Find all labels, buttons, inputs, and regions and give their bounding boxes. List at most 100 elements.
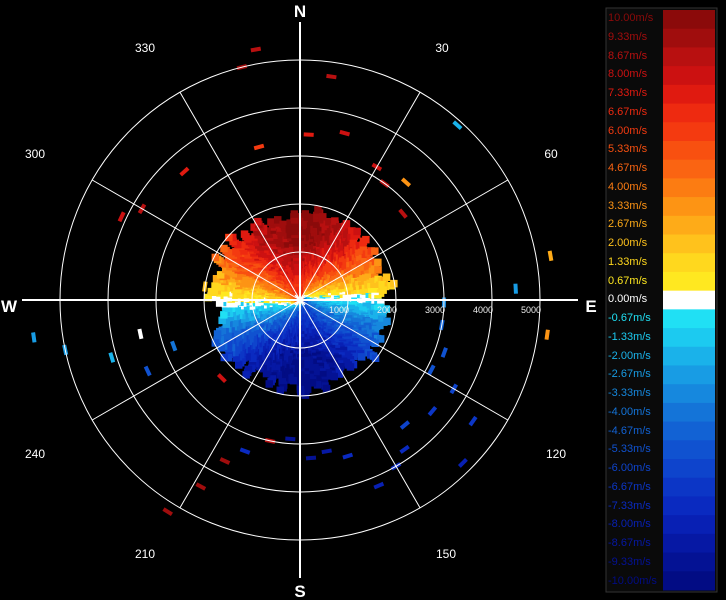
colorbar-swatch — [663, 140, 715, 161]
colorbar-swatch — [663, 290, 715, 310]
bearing-60: 60 — [544, 147, 558, 161]
range-label-1000: 1000 — [329, 305, 349, 315]
range-ring-labels: 1000 2000 3000 4000 5000 — [329, 305, 541, 315]
colorbar-swatches — [663, 10, 715, 591]
velocity-cell — [225, 233, 233, 242]
velocity-cell — [235, 361, 243, 369]
velocity-cell — [390, 279, 398, 288]
radar-center-marker — [293, 293, 307, 307]
bearing-120: 120 — [546, 447, 566, 461]
colorbar-label: 4.67m/s — [608, 162, 648, 174]
colorbar-label: 2.67m/s — [608, 218, 648, 230]
velocity-cell — [211, 253, 220, 262]
polar-grid — [22, 22, 578, 578]
velocity-cell — [371, 247, 379, 255]
colorbar-label: 4.00m/s — [608, 181, 648, 193]
colorbar-label: 2.00m/s — [608, 237, 648, 249]
velocity-cell — [254, 217, 262, 226]
colorbar-swatch — [663, 496, 715, 516]
bearing-spoke — [299, 299, 421, 509]
colorbar-label: 10.00m/s — [608, 12, 654, 24]
colorbar-label: -4.67m/s — [608, 425, 651, 437]
echo-point — [342, 452, 354, 460]
velocity-cell — [211, 282, 219, 290]
echo-point — [162, 507, 174, 517]
echo-point — [400, 177, 412, 188]
colorbar-label: -0.67m/s — [608, 312, 651, 324]
velocity-cell — [376, 335, 385, 343]
velocity-cell — [216, 271, 225, 279]
velocity-cell — [374, 266, 382, 274]
range-label-3000: 3000 — [425, 305, 445, 315]
velocity-cell — [301, 210, 309, 218]
colorbar-label: 6.67m/s — [608, 106, 648, 118]
colorbar-label: -6.00m/s — [608, 462, 651, 474]
colorbar-swatch — [663, 421, 715, 441]
echo-point — [457, 457, 468, 468]
velocity-cell — [383, 317, 391, 326]
velocity-cell — [374, 258, 382, 267]
velocity-cell — [232, 354, 240, 362]
velocity-cell — [213, 330, 222, 338]
echo-point — [170, 340, 178, 352]
colorbar-labels: 10.00m/s 9.33m/s 8.67m/s 8.00m/s 7.33m/s… — [608, 12, 657, 587]
colorbar-label: 9.33m/s — [608, 31, 648, 43]
bearing-spoke — [179, 299, 301, 509]
colorbar-label: 3.33m/s — [608, 200, 648, 212]
velocity-cell — [348, 227, 356, 235]
velocity-cell — [215, 299, 224, 307]
colorbar-swatch — [663, 47, 715, 67]
velocity-cell — [235, 339, 243, 347]
echo-point — [179, 166, 190, 177]
velocity-cell — [330, 372, 338, 381]
velocity-cell — [290, 210, 299, 218]
echo-point — [219, 457, 231, 465]
bearing-spoke — [91, 299, 301, 421]
colorbar-label: -4.00m/s — [608, 406, 651, 418]
echo-point — [468, 415, 478, 427]
velocity-cell — [324, 372, 332, 380]
velocity-cell — [249, 354, 257, 362]
colorbar-swatch — [663, 66, 715, 86]
echo-point — [427, 405, 438, 417]
velocity-cell — [342, 220, 351, 228]
colorbar-label: 0.67m/s — [608, 275, 648, 287]
velocity-cell — [274, 216, 282, 224]
velocity-cell — [362, 235, 370, 244]
velocity-cell — [331, 217, 339, 225]
bearing-210: 210 — [135, 547, 155, 561]
colorbar-label: -7.33m/s — [608, 500, 651, 512]
velocity-cell — [224, 354, 232, 362]
colorbar-swatch — [663, 234, 715, 254]
colorbar-swatch — [663, 215, 715, 236]
bearing-spoke — [179, 91, 301, 301]
velocity-cell — [336, 223, 344, 231]
colorbar-swatch — [663, 271, 715, 292]
velocity-cell — [204, 293, 212, 302]
echo-point — [373, 481, 385, 490]
velocity-cell — [379, 309, 387, 318]
range-label-5000: 5000 — [521, 305, 541, 315]
velocity-cell — [222, 320, 230, 328]
echo-point — [399, 420, 411, 430]
velocity-cell — [229, 237, 237, 246]
echo-point — [547, 250, 554, 262]
colorbar-swatch — [663, 103, 715, 123]
bearing-labels: 30 60 120 150 210 240 300 330 — [25, 41, 566, 561]
velocity-cell — [224, 253, 233, 262]
velocity-cell — [218, 316, 226, 325]
velocity-cell — [322, 384, 331, 393]
bearing-240: 240 — [25, 447, 45, 461]
colorbar-swatch — [663, 122, 715, 142]
bearing-spoke — [299, 91, 421, 301]
colorbar-swatch — [663, 10, 715, 30]
velocity-cell — [336, 363, 345, 371]
colorbar-swatch — [663, 515, 715, 535]
colorbar-label: -5.33m/s — [608, 443, 651, 455]
velocity-cell — [357, 353, 366, 361]
colorbar-label: -8.67m/s — [608, 537, 651, 549]
echo-point — [117, 211, 126, 223]
echo-point — [544, 329, 550, 340]
echo-point — [216, 373, 227, 384]
